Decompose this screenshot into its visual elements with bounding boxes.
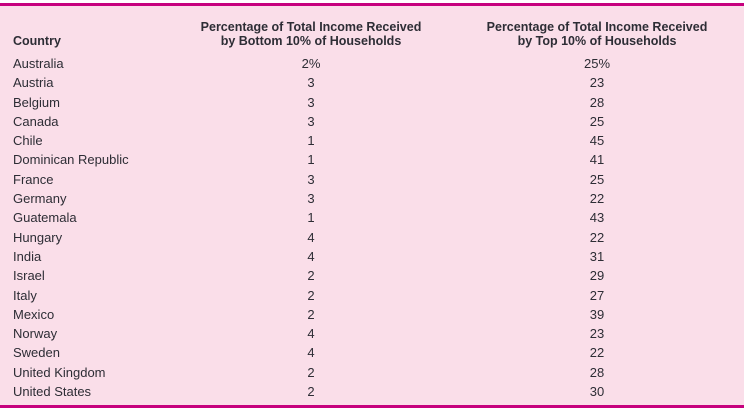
cell-country: Mexico (13, 306, 55, 322)
table-row: Germany 3 22 (0, 189, 744, 208)
header-top10-line1: Percentage of Total Income Received (486, 19, 708, 34)
cell-bottom10: 2 (307, 287, 315, 303)
table-row: Sweden 4 22 (0, 343, 744, 362)
table-row: Canada 3 25 (0, 112, 744, 131)
cell-bottom10: 2 (307, 364, 315, 380)
header-top10-line2: by Top 10% of Households (517, 34, 677, 49)
cell-bottom10: 3 (307, 75, 315, 91)
cell-bottom10: 2 (307, 306, 315, 322)
cell-top10: 25% (583, 56, 611, 71)
cell-top10: 25 (589, 113, 605, 129)
table-row: United Kingdom 2 28 (0, 363, 744, 382)
cell-bottom10: 3 (307, 191, 315, 207)
cell-bottom10: 4 (307, 248, 315, 264)
cell-country: Canada (13, 113, 59, 129)
cell-country: United Kingdom (13, 364, 106, 380)
cell-top10: 22 (589, 345, 605, 361)
table-row: Guatemala 1 43 (0, 208, 744, 227)
cell-top10: 28 (589, 364, 605, 380)
cell-top10: 28 (589, 94, 605, 110)
table-row: Italy 2 27 (0, 286, 744, 305)
table-row: Austria 3 23 (0, 73, 744, 92)
table-row: Chile 1 45 (0, 131, 744, 150)
cell-bottom10: 4 (307, 229, 315, 245)
table-row: India 4 31 (0, 247, 744, 266)
cell-bottom10: 3 (307, 171, 315, 187)
table-body: Australia 2% 25% Austria 3 23 Belgium 3 28 Canada… (0, 54, 744, 401)
cell-top10: 41 (589, 152, 605, 168)
table-row: Norway 4 23 (0, 324, 744, 343)
cell-bottom10: 1 (307, 133, 315, 149)
cell-bottom10: 1 (307, 152, 315, 168)
cell-top10: 30 (589, 384, 605, 400)
header-bottom10: Percentage of Total Income Received by B… (172, 6, 450, 54)
cell-country: India (13, 248, 42, 264)
cell-country: Israel (13, 268, 45, 284)
cell-top10: 29 (589, 268, 605, 284)
cell-country: Germany (13, 191, 67, 207)
cell-top10: 25 (589, 171, 605, 187)
cell-country: Belgium (13, 94, 60, 110)
cell-country: Chile (13, 133, 43, 149)
cell-top10: 22 (589, 229, 605, 245)
cell-bottom10: 4 (307, 345, 315, 361)
cell-bottom10: 1 (307, 210, 315, 226)
table-row: Israel 2 29 (0, 266, 744, 285)
cell-top10: 39 (589, 306, 605, 322)
cell-country: France (13, 171, 54, 187)
table-row: Mexico 2 39 (0, 305, 744, 324)
header-bottom10-line1: Percentage of Total Income Received (200, 19, 422, 34)
cell-top10: 23 (589, 326, 605, 342)
cell-country: Sweden (13, 345, 60, 361)
header-country: Country (13, 34, 61, 49)
table-row: Australia 2% 25% (0, 54, 744, 73)
header-top10: Percentage of Total Income Received by T… (450, 6, 744, 54)
header-bottom10-line2: by Bottom 10% of Households (220, 34, 402, 49)
cell-bottom10: 2 (307, 268, 315, 284)
table-row: Dominican Republic 1 41 (0, 150, 744, 169)
cell-top10: 43 (589, 210, 605, 226)
cell-bottom10: 3 (307, 94, 315, 110)
cell-country: Austria (13, 75, 54, 91)
cell-country: Italy (13, 287, 37, 303)
cell-country: Australia (13, 56, 64, 71)
cell-country: Hungary (13, 229, 63, 245)
cell-bottom10: 4 (307, 326, 315, 342)
table-row: Hungary 4 22 (0, 228, 744, 247)
cell-bottom10: 3 (307, 113, 315, 129)
cell-country: Norway (13, 326, 58, 342)
cell-top10: 27 (589, 287, 605, 303)
income-table: Country Percentage of Total Income Recei… (0, 6, 744, 401)
header-row: Country Percentage of Total Income Recei… (0, 6, 744, 54)
cell-bottom10: 2% (301, 56, 321, 71)
cell-country: Guatemala (13, 210, 77, 226)
cell-top10: 23 (589, 75, 605, 91)
table-header: Country Percentage of Total Income Recei… (0, 6, 744, 54)
cell-country: Dominican Republic (13, 152, 129, 168)
cell-top10: 45 (589, 133, 605, 149)
cell-country: United States (13, 384, 92, 400)
table-row: France 3 25 (0, 170, 744, 189)
table-row: Belgium 3 28 (0, 93, 744, 112)
income-table-panel: Country Percentage of Total Income Recei… (0, 3, 744, 408)
cell-bottom10: 2 (307, 384, 315, 400)
cell-top10: 22 (589, 191, 605, 207)
cell-top10: 31 (589, 248, 605, 264)
table-row: United States 2 30 (0, 382, 744, 401)
